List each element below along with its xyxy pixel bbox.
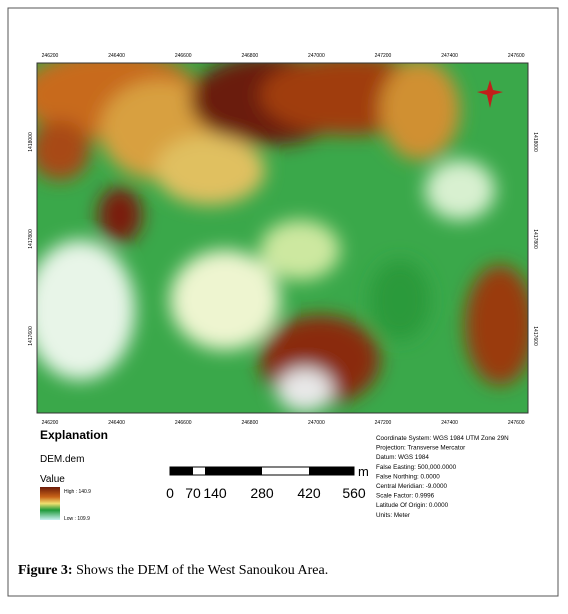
right-tick-label: 1418000 [532, 132, 538, 152]
legend-high: High : 140.9 [64, 489, 91, 495]
coordinate-line: Central Meridian: -9.0000 [376, 483, 448, 490]
scale-label: 0 [166, 485, 174, 501]
caption-label: Figure 3: [18, 563, 73, 578]
north-arrow [477, 80, 503, 108]
scale-label: 560 [342, 485, 366, 501]
left-tick-label: 1417800 [28, 229, 34, 249]
scale-label: 280 [250, 485, 274, 501]
bottom-tick-label: 246200 [42, 420, 59, 426]
figure-border [7, 7, 559, 597]
coordinate-line: Coordinate System: WGS 1984 UTM Zone 29N [376, 435, 509, 442]
scale-label: 140 [203, 485, 227, 501]
scale-labels: 0 70 140 280 420 560 [166, 485, 366, 501]
bottom-tick-label: 246800 [241, 420, 258, 426]
top-tick-label: 247400 [441, 53, 458, 59]
top-tick-label: 247000 [308, 53, 325, 59]
top-tick-label: 246400 [108, 53, 125, 59]
map-frame [36, 62, 529, 414]
top-tick-label: 246600 [175, 53, 192, 59]
legend-low: Low : 109.9 [64, 516, 90, 522]
scale-label: 70 [185, 485, 201, 501]
top-tick-label: 247200 [375, 53, 392, 59]
legend-heading: Explanation [40, 428, 108, 442]
right-tick-label: 1417800 [532, 229, 538, 249]
graticule-labels: 246200 246400 246600 246800 247000 247200 2474… [28, 53, 538, 426]
bottom-tick-label: 247200 [375, 420, 392, 426]
coordinate-line: False Easting: 500,000.0000 [376, 464, 457, 471]
top-tick-label: 246200 [42, 53, 59, 59]
legend-layer: DEM.dem [40, 454, 84, 465]
coordinate-line: Units: Meter [376, 512, 410, 519]
legend-ramp [40, 487, 60, 520]
bottom-tick-label: 247000 [308, 420, 325, 426]
bottom-tick-label: 246400 [108, 420, 125, 426]
legend-field: Value [40, 474, 65, 485]
caption-text: Shows the DEM of the West Sanoukou Area. [76, 563, 328, 578]
coordinate-line: Projection: Transverse Mercator [376, 445, 465, 452]
coordinate-line: Scale Factor: 0.9996 [376, 493, 435, 500]
left-tick-label: 1417600 [28, 326, 34, 346]
scale-label: 420 [297, 485, 321, 501]
scale-unit: m [358, 464, 369, 479]
right-tick-label: 1417600 [532, 326, 538, 346]
coordinate-line: Datum: WGS 1984 [376, 454, 429, 461]
top-tick-label: 247600 [508, 53, 525, 59]
coordinate-line: Latitude Of Origin: 0.0000 [376, 502, 449, 509]
scale-bar [169, 466, 355, 476]
caption: Figure 3: Shows the DEM of the West Sano… [18, 563, 328, 578]
bottom-tick-label: 247400 [441, 420, 458, 426]
coordinate-info: Coordinate System: WGS 1984 UTM Zone 29N… [376, 435, 509, 519]
dem-raster [37, 63, 528, 413]
coordinate-line: False Northing: 0.0000 [376, 473, 440, 480]
top-tick-label: 246800 [241, 53, 258, 59]
bottom-tick-label: 246600 [175, 420, 192, 426]
bottom-tick-label: 247600 [508, 420, 525, 426]
left-tick-label: 1418000 [28, 132, 34, 152]
